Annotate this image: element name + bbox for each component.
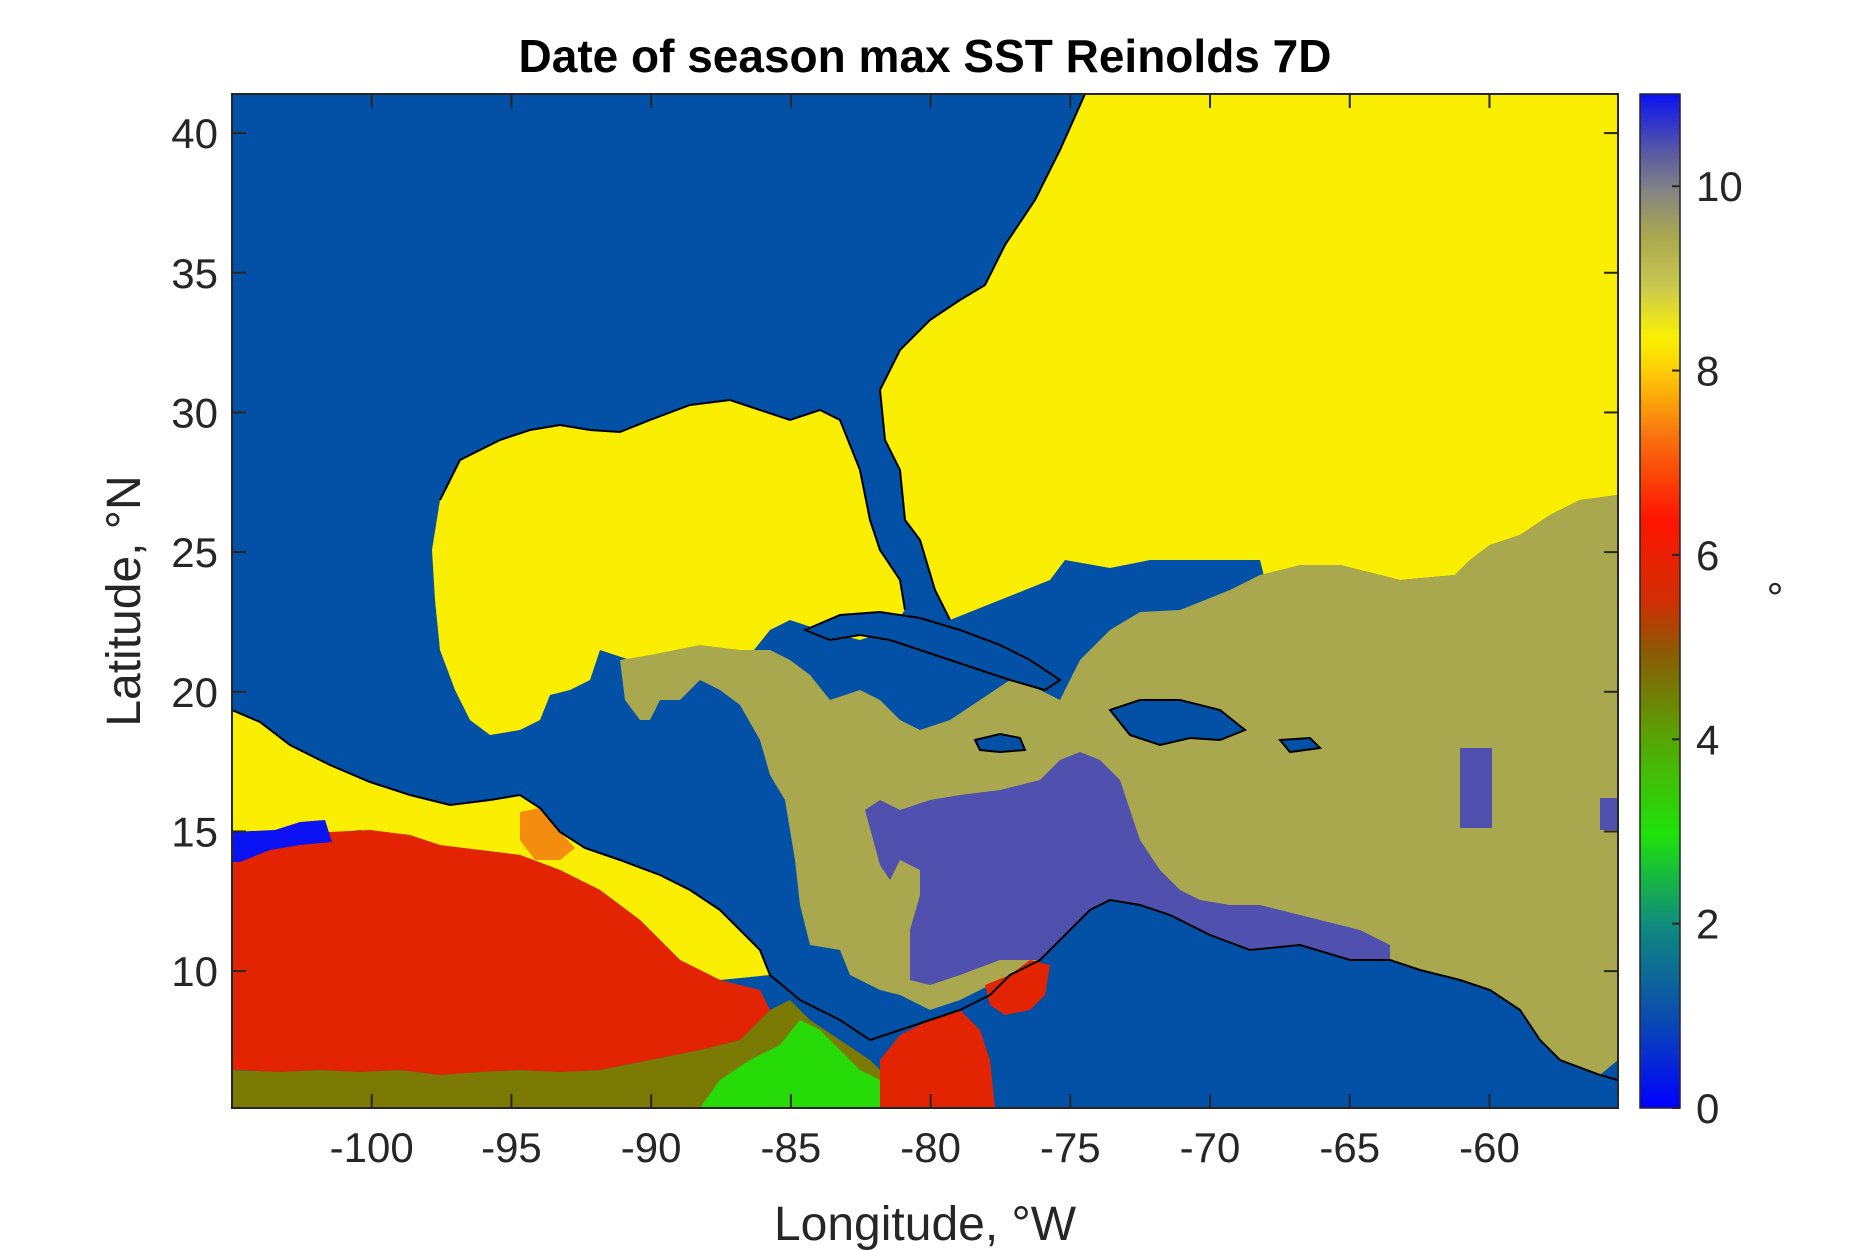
island-honduras-bight <box>1148 920 1175 1000</box>
island-hispaniola <box>1110 700 1245 745</box>
x-tick-label: -95 <box>481 1124 542 1171</box>
region-pacific-yellow <box>232 710 770 980</box>
plot-frame <box>231 93 1619 1109</box>
island-jamaica <box>975 734 1025 752</box>
chart-title: Date of season max SST Reinolds 7D <box>519 30 1332 82</box>
x-tick-label: -85 <box>761 1124 822 1171</box>
x-tick-label: -70 <box>1180 1124 1241 1171</box>
colorbar-ticks: 0 2 4 6 8 10 <box>1672 163 1743 1132</box>
region-purple-patch-east <box>1600 798 1618 830</box>
x-axis: -100 -95 -90 -85 -80 -75 -70 -65 -60 <box>330 94 1520 1171</box>
coastline <box>232 94 1618 1081</box>
x-tick-label: -80 <box>900 1124 961 1171</box>
region-pacific-red <box>232 830 770 1075</box>
colorbar <box>1639 93 1681 1109</box>
y-tick-label: 35 <box>171 250 218 297</box>
region-gulf-yellow <box>432 400 905 735</box>
y-tick-label: 15 <box>171 808 218 855</box>
colorbar-tick-label: 4 <box>1696 716 1719 763</box>
x-tick-label: -100 <box>330 1124 414 1171</box>
colorbar-tick-label: 2 <box>1696 901 1719 948</box>
x-axis-label: Longitude, °W <box>774 1198 1077 1250</box>
colorbar-tick-label: 8 <box>1696 348 1719 395</box>
colorbar-label: ° <box>1767 574 1784 621</box>
y-tick-label: 30 <box>171 389 218 436</box>
region-blue-patch <box>232 820 332 862</box>
region-caribbean-purple <box>865 752 1390 985</box>
x-tick-label: -60 <box>1459 1124 1520 1171</box>
x-tick-label: -65 <box>1319 1124 1380 1171</box>
map-area <box>232 94 1618 1108</box>
y-tick-label: 20 <box>171 669 218 716</box>
y-axis: 10 15 20 25 30 35 40 <box>171 110 1618 995</box>
x-tick-label: -75 <box>1040 1124 1101 1171</box>
region-colombia-red <box>880 1010 995 1108</box>
region-purple-patch <box>1460 748 1492 828</box>
region-red-small <box>985 960 1050 1015</box>
island-cuba <box>805 612 1060 690</box>
colorbar-tick-label: 6 <box>1696 532 1719 579</box>
y-axis-label: Latitude, °N <box>98 475 151 726</box>
x-tick-label: -90 <box>621 1124 682 1171</box>
y-tick-label: 40 <box>171 110 218 157</box>
y-tick-label: 25 <box>171 529 218 576</box>
y-tick-label: 10 <box>171 948 218 995</box>
region-atlantic-yellow <box>880 94 1618 620</box>
region-orange-patch <box>520 808 575 860</box>
colorbar-tick-label: 10 <box>1696 163 1743 210</box>
region-green <box>700 1020 880 1108</box>
colorbar-tick-label: 0 <box>1696 1085 1719 1132</box>
